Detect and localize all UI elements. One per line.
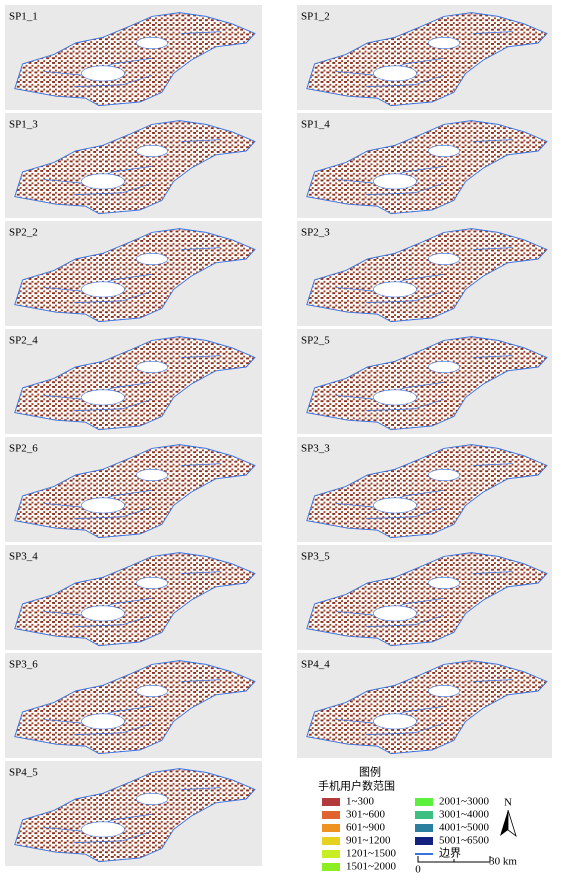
- legend-swatch: [322, 824, 340, 832]
- panel-label: SP2_6: [9, 443, 38, 455]
- legend-swatch: [322, 850, 340, 858]
- map-panel: SP2_4: [5, 329, 262, 434]
- legend-subtitle: 手机用户数范围: [318, 779, 395, 793]
- map-panel: SP2_6: [5, 437, 262, 542]
- legend-label: 边界: [439, 847, 461, 860]
- legend-label: 3001~4000: [439, 809, 489, 821]
- legend-label: 2001~3000: [439, 796, 489, 808]
- map-panel: SP3_5: [297, 545, 552, 650]
- legend-swatch: [415, 798, 433, 806]
- legend-label: 1501~2000: [346, 861, 396, 873]
- legend-label: 5001~6500: [439, 835, 489, 847]
- north-arrow: [507, 809, 517, 838]
- panel-label: SP2_5: [301, 335, 330, 347]
- map-panel: SP3_6: [5, 653, 262, 758]
- legend-swatch: [322, 863, 340, 871]
- legend-label: 1~300: [346, 796, 374, 808]
- legend-swatch: [415, 837, 433, 845]
- scale-label: 0: [415, 864, 421, 876]
- legend-label: 601~900: [346, 822, 385, 834]
- legend-swatch: [415, 811, 433, 819]
- panel-label: SP1_1: [9, 11, 38, 23]
- map-panel: SP3_4: [5, 545, 262, 650]
- panel-label: SP3_4: [9, 551, 38, 563]
- panel-label: SP4_5: [9, 767, 38, 779]
- panel-label: SP1_4: [301, 119, 330, 131]
- panel-label: SP3_6: [9, 659, 38, 671]
- scale-bar: [417, 856, 491, 863]
- map-panel: SP1_3: [5, 113, 262, 218]
- map-panel: SP1_1: [5, 5, 262, 110]
- panel-label: SP2_4: [9, 335, 38, 347]
- map-panel: SP4_5: [5, 761, 262, 866]
- panel-label: SP1_3: [9, 119, 38, 131]
- map-panel: SP2_3: [297, 221, 552, 326]
- legend-swatch: [322, 837, 340, 845]
- map-panel: SP1_2: [297, 5, 552, 110]
- map-panel: SP1_4: [297, 113, 552, 218]
- legend-label: 301~600: [346, 809, 385, 821]
- scale-label: 30 km: [489, 856, 517, 868]
- legend-label: 4001~5000: [439, 822, 489, 834]
- legend-label: 901~1200: [346, 835, 391, 847]
- panel-label: SP2_3: [301, 227, 330, 239]
- legend-label: 1201~1500: [346, 848, 396, 860]
- map-panel: SP4_4: [297, 653, 552, 758]
- panel-label: SP3_3: [301, 443, 330, 455]
- legend-swatch: [322, 798, 340, 806]
- legend-swatch: [415, 824, 433, 832]
- north-arrow: [500, 810, 508, 836]
- panel-label: SP2_2: [9, 227, 38, 239]
- legend-title: 图例: [359, 765, 381, 779]
- panel-label: SP3_5: [301, 551, 330, 563]
- panel-label: SP4_4: [301, 659, 330, 671]
- map-panel: SP3_3: [297, 437, 552, 542]
- panel-grid: SP1_1 SP1_2 SP1_3 SP1_4 SP2_2 SP2_3 SP2_4 SP2_5…: [5, 5, 552, 866]
- map-panel: SP2_2: [5, 221, 262, 326]
- legend-swatch: [322, 811, 340, 819]
- panel-label: SP1_2: [301, 11, 330, 23]
- north-label: N: [504, 797, 512, 809]
- map-panel: SP2_5: [297, 329, 552, 434]
